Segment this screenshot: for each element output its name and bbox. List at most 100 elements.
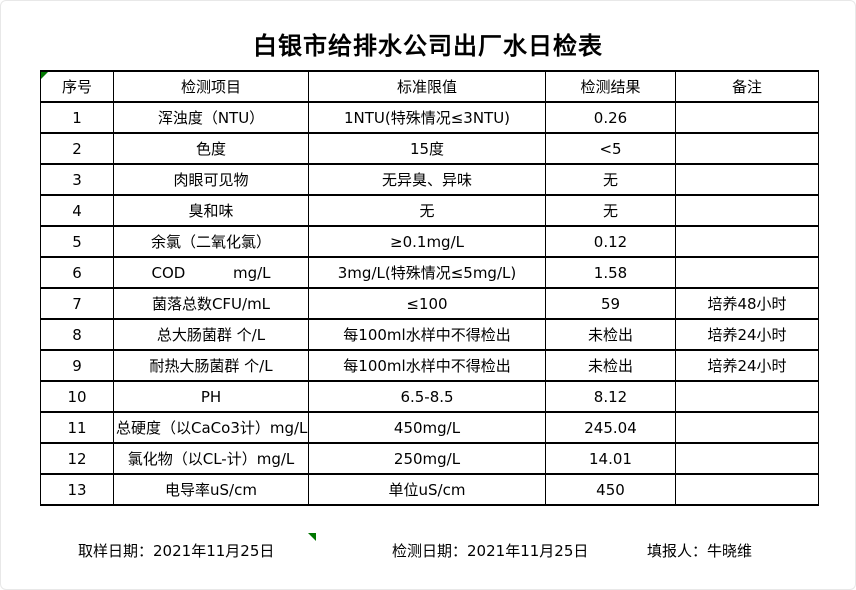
cell-remark xyxy=(675,101,819,134)
cell-result: 无 xyxy=(545,163,676,196)
cell-item: 浑浊度（NTU） xyxy=(113,101,309,134)
table-row: 12 氯化物（以CL-计）mg/L 250mg/L 14.01 xyxy=(40,442,819,475)
green-triangle-marker-icon xyxy=(308,533,316,541)
cell-result: 450 xyxy=(545,473,676,506)
cell-standard: 1NTU(特殊情况≤3NTU) xyxy=(308,101,546,134)
table-header: 序号 检测项目 标准限值 检测结果 备注 xyxy=(40,70,819,103)
table-row: 4 臭和味 无 无 xyxy=(40,194,819,227)
cell-result: 无 xyxy=(545,194,676,227)
table-row: 13 电导率uS/cm 单位uS/cm 450 xyxy=(40,473,819,506)
table-row: 2 色度 15度 <5 xyxy=(40,132,819,165)
cell-result: 14.01 xyxy=(545,442,676,475)
sample-date-label: 取样日期： xyxy=(78,542,154,560)
page-title: 白银市给排水公司出厂水日检表 xyxy=(253,32,603,60)
inspection-table: 序号 检测项目 标准限值 检测结果 备注 1 浑浊度（NTU） 1NTU(特殊情… xyxy=(40,70,819,506)
cell-item: COD mg/L xyxy=(113,256,309,289)
test-date-label: 检测日期： xyxy=(392,542,468,560)
cell-item: 菌落总数CFU/mL xyxy=(113,287,309,320)
cell-no: 12 xyxy=(40,442,114,475)
cell-no: 9 xyxy=(40,349,114,382)
cell-standard: ≥0.1mg/L xyxy=(308,225,546,258)
col-header-no-label: 序号 xyxy=(61,78,92,96)
cell-standard: 每100ml水样中不得检出 xyxy=(308,318,546,351)
cell-item: 耐热大肠菌群 个/L xyxy=(113,349,309,382)
cell-remark xyxy=(675,132,819,165)
table-row: 8 总大肠菌群 个/L 每100ml水样中不得检出 未检出 培养24小时 xyxy=(40,318,819,351)
cell-remark xyxy=(675,473,819,506)
cell-result: 245.04 xyxy=(545,411,676,444)
cell-standard: 15度 xyxy=(308,132,546,165)
cell-remark xyxy=(675,442,819,475)
table-row: 10 PH 6.5-8.5 8.12 xyxy=(40,380,819,413)
cell-item: 氯化物（以CL-计）mg/L xyxy=(113,442,309,475)
table-row: 5 余氯（二氧化氯） ≥0.1mg/L 0.12 xyxy=(40,225,819,258)
col-header-remark: 备注 xyxy=(675,70,819,103)
cell-no: 8 xyxy=(40,318,114,351)
table-row: 11 总硬度（以CaCo3计）mg/L 450mg/L 245.04 xyxy=(40,411,819,444)
cell-item: PH xyxy=(113,380,309,413)
cell-result: <5 xyxy=(545,132,676,165)
cell-no: 10 xyxy=(40,380,114,413)
cell-remark xyxy=(675,380,819,413)
cell-remark xyxy=(675,194,819,227)
cell-no: 4 xyxy=(40,194,114,227)
cell-result: 8.12 xyxy=(545,380,676,413)
table-row: 7 菌落总数CFU/mL ≤100 59 培养48小时 xyxy=(40,287,819,320)
cell-result: 1.58 xyxy=(545,256,676,289)
table-row: 1 浑浊度（NTU） 1NTU(特殊情况≤3NTU) 0.26 xyxy=(40,101,819,134)
cell-standard: 250mg/L xyxy=(308,442,546,475)
reporter-value: 牛晓维 xyxy=(707,542,753,560)
reporter-label: 填报人： xyxy=(647,542,708,560)
cell-standard: ≤100 xyxy=(308,287,546,320)
table-row: 6 COD mg/L 3mg/L(特殊情况≤5mg/L) 1.58 xyxy=(40,256,819,289)
cell-standard: 每100ml水样中不得检出 xyxy=(308,349,546,382)
cell-standard: 3mg/L(特殊情况≤5mg/L) xyxy=(308,256,546,289)
table-row: 9 耐热大肠菌群 个/L 每100ml水样中不得检出 未检出 培养24小时 xyxy=(40,349,819,382)
cell-remark: 培养24小时 xyxy=(675,349,819,382)
cell-no: 11 xyxy=(40,411,114,444)
cell-item: 总大肠菌群 个/L xyxy=(113,318,309,351)
cell-no: 2 xyxy=(40,132,114,165)
cell-remark: 培养48小时 xyxy=(675,287,819,320)
cell-no: 3 xyxy=(40,163,114,196)
cell-no: 1 xyxy=(40,101,114,134)
col-header-result: 检测结果 xyxy=(545,70,676,103)
cell-no: 5 xyxy=(40,225,114,258)
col-header-item: 检测项目 xyxy=(113,70,309,103)
cell-remark xyxy=(675,256,819,289)
cell-item: 色度 xyxy=(113,132,309,165)
sample-date: 取样日期：2021年11月25日 xyxy=(78,540,274,561)
cell-standard: 无异臭、异味 xyxy=(308,163,546,196)
col-header-no: 序号 xyxy=(40,70,114,103)
cell-no: 7 xyxy=(40,287,114,320)
reporter: 填报人：牛晓维 xyxy=(647,540,752,561)
cell-standard: 无 xyxy=(308,194,546,227)
cell-result: 0.12 xyxy=(545,225,676,258)
cell-standard: 单位uS/cm xyxy=(308,473,546,506)
cell-item: 余氯（二氧化氯） xyxy=(113,225,309,258)
cell-item: 电导率uS/cm xyxy=(113,473,309,506)
header-row: 序号 检测项目 标准限值 检测结果 备注 xyxy=(40,70,819,103)
cell-remark: 培养24小时 xyxy=(675,318,819,351)
cell-no: 13 xyxy=(40,473,114,506)
cell-standard: 450mg/L xyxy=(308,411,546,444)
cell-standard: 6.5-8.5 xyxy=(308,380,546,413)
table-body: 1 浑浊度（NTU） 1NTU(特殊情况≤3NTU) 0.26 2 色度 15度… xyxy=(40,101,819,506)
cell-remark xyxy=(675,163,819,196)
col-header-standard: 标准限值 xyxy=(308,70,546,103)
cell-item: 肉眼可见物 xyxy=(113,163,309,196)
cell-result: 0.26 xyxy=(545,101,676,134)
cell-result: 59 xyxy=(545,287,676,320)
table-row: 3 肉眼可见物 无异臭、异味 无 xyxy=(40,163,819,196)
cell-remark xyxy=(675,225,819,258)
test-date-value: 2021年11月25日 xyxy=(467,542,589,560)
test-date: 检测日期：2021年11月25日 xyxy=(392,540,588,561)
cell-item: 臭和味 xyxy=(113,194,309,227)
cell-remark xyxy=(675,411,819,444)
cell-result: 未检出 xyxy=(545,349,676,382)
sample-date-value: 2021年11月25日 xyxy=(153,542,275,560)
excel-error-triangle-icon xyxy=(41,73,48,79)
cell-result: 未检出 xyxy=(545,318,676,351)
cell-no: 6 xyxy=(40,256,114,289)
cell-item: 总硬度（以CaCo3计）mg/L xyxy=(113,411,309,444)
